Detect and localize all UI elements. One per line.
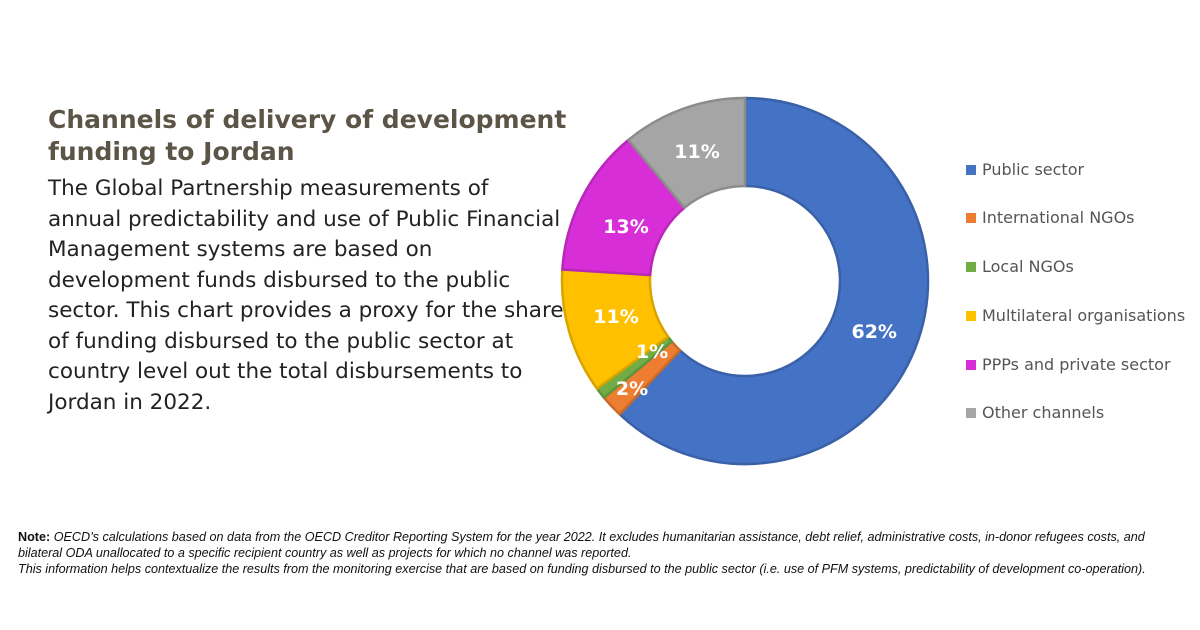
legend-item-local-ngos: Local NGOs <box>966 255 1200 279</box>
legend-label-other-channels: Other channels <box>982 403 1105 422</box>
legend-label-multilateral-organisations: Multilateral organisations <box>982 306 1186 325</box>
note-label: Note: <box>18 530 51 544</box>
legend-label-public-sector: Public sector <box>982 160 1085 179</box>
slice-label-public-sector: 62% <box>851 321 896 343</box>
legend-label-international-ngos: International NGOs <box>982 208 1135 227</box>
legend-item-ppps-and-private-sector: PPPs and private sector <box>966 353 1200 377</box>
slice-label-local-ngos: 1% <box>636 341 668 363</box>
slice-label-international-ngos: 2% <box>616 378 648 400</box>
note-line2: This information helps contextualize the… <box>18 562 1146 576</box>
legend-swatch-public-sector <box>966 165 976 175</box>
slice-label-other-channels: 11% <box>674 141 719 163</box>
legend-item-public-sector: Public sector <box>966 158 1200 182</box>
slice-other-channels <box>627 96 747 210</box>
legend-swatch-international-ngos <box>966 213 976 223</box>
legend-item-international-ngos: International NGOs <box>966 206 1200 230</box>
legend-swatch-ppps-and-private-sector <box>966 360 976 370</box>
donut-labels: 62% 2% 1% 11% 13% 11% <box>593 141 897 400</box>
legend-label-local-ngos: Local NGOs <box>982 257 1074 276</box>
slice-label-ppps-and-private-sector: 13% <box>603 216 648 238</box>
chart-description: The Global Partnership measurements of a… <box>48 176 564 415</box>
legend-swatch-multilateral-organisations <box>966 311 976 321</box>
legend-label-ppps-and-private-sector: PPPs and private sector <box>982 355 1171 374</box>
chart-title: Channels of delivery of development fund… <box>48 105 567 166</box>
slice-label-multilateral-organisations: 11% <box>593 306 638 328</box>
legend-item-other-channels: Other channels <box>966 401 1200 425</box>
legend-item-multilateral-organisations: Multilateral organisations <box>966 304 1200 328</box>
note-text: OECD’s calculations based on data from t… <box>18 530 1145 560</box>
legend-swatch-other-channels <box>966 408 976 418</box>
chart-note: Note: OECD’s calculations based on data … <box>18 529 1188 577</box>
legend-swatch-local-ngos <box>966 262 976 272</box>
donut-slices <box>560 96 930 466</box>
slice-public-sector <box>618 96 930 466</box>
